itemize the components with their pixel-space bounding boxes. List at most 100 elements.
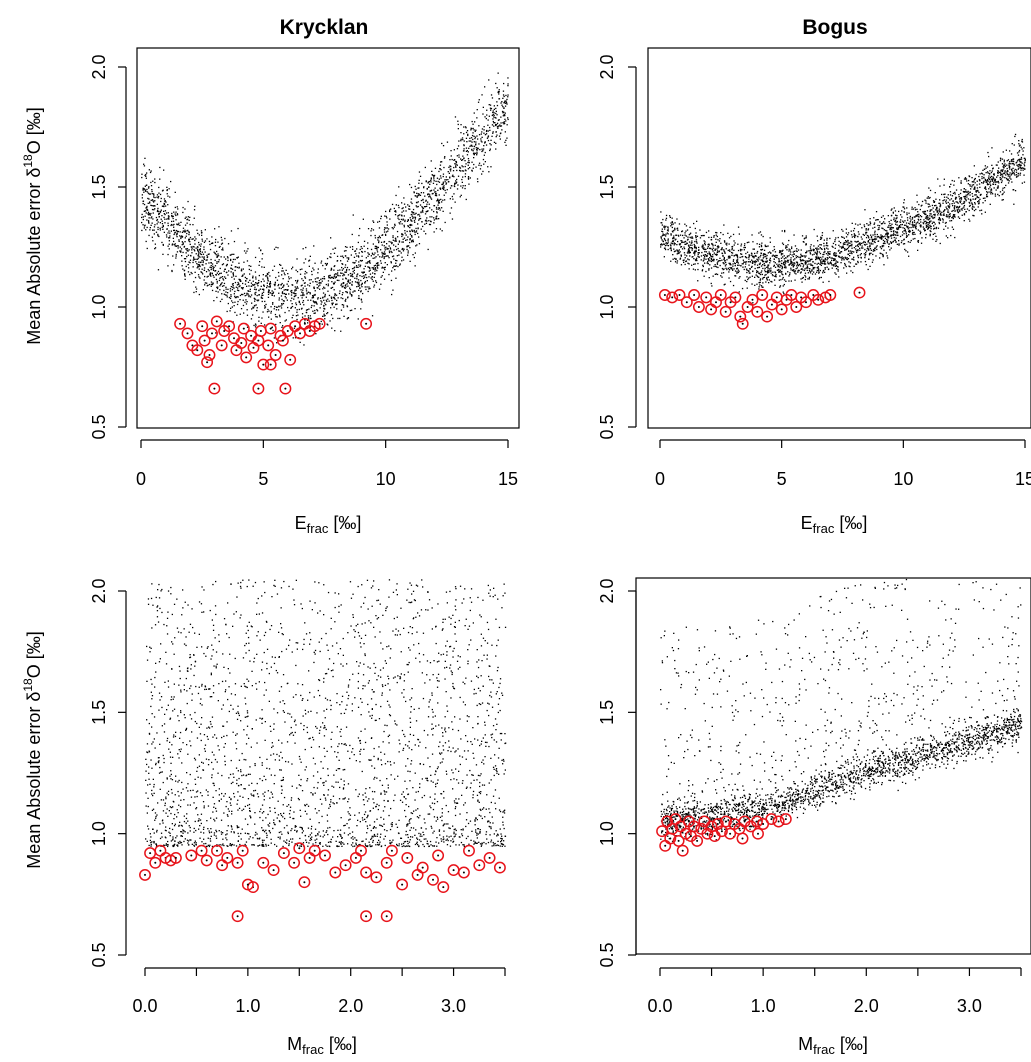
scatter-point: [495, 124, 497, 127]
scatter-point: [365, 257, 367, 259]
scatter-point: [297, 297, 299, 299]
scatter-point: [733, 262, 736, 264]
scatter-point: [783, 255, 785, 257]
scatter-point: [434, 167, 437, 169]
scatter-point: [423, 187, 425, 189]
scatter-point: [856, 251, 858, 254]
scatter-point: [438, 194, 440, 196]
scatter-point: [896, 217, 898, 219]
scatter-point: [414, 231, 416, 233]
scatter-point: [142, 189, 144, 191]
scatter-point: [340, 330, 342, 332]
scatter-point: [402, 218, 404, 220]
scatter-point: [257, 300, 259, 302]
scatter-point: [808, 260, 810, 262]
scatter-point: [890, 228, 893, 230]
scatter-point: [345, 250, 347, 252]
scatter-point: [407, 225, 409, 227]
scatter-point: [414, 221, 416, 223]
scatter-point: [834, 254, 836, 256]
scatter-point: [830, 262, 832, 264]
scatter-point: [284, 289, 287, 291]
scatter-point: [691, 236, 693, 238]
scatter-point: [687, 250, 689, 252]
scatter-point: [685, 260, 687, 263]
scatter-point: [703, 275, 705, 277]
scatter-point: [388, 250, 391, 252]
scatter-point: [746, 241, 748, 244]
scatter-point: [351, 294, 353, 296]
scatter-point: [946, 214, 948, 216]
scatter-point: [784, 263, 786, 265]
scatter-point: [168, 217, 170, 219]
scatter-point: [233, 278, 235, 280]
scatter-point: [393, 249, 395, 251]
scatter-point: [483, 145, 485, 147]
scatter-point: [845, 258, 848, 260]
scatter-point: [923, 219, 925, 221]
scatter-point: [955, 196, 957, 198]
scatter-point: [268, 290, 270, 292]
scatter-point: [255, 324, 257, 326]
scatter-point: [188, 231, 190, 233]
scatter-point: [793, 270, 795, 273]
scatter-point: [805, 276, 807, 278]
scatter-point: [881, 223, 883, 225]
scatter-point: [486, 137, 489, 139]
best-run-point: [294, 327, 306, 340]
scatter-point: [867, 241, 869, 243]
scatter-point: [976, 180, 978, 182]
scatter-point: [660, 236, 662, 238]
scatter-point: [744, 243, 746, 245]
scatter-point: [810, 258, 812, 261]
scatter-point: [332, 317, 334, 320]
scatter-point: [470, 140, 472, 142]
scatter-point: [158, 210, 160, 213]
scatter-point: [303, 262, 305, 264]
scatter-point: [886, 234, 889, 236]
scatter-point: [195, 238, 197, 240]
scatter-point: [269, 283, 271, 286]
scatter-point: [927, 224, 929, 226]
scatter-point: [238, 283, 240, 286]
scatter-point: [1002, 169, 1004, 171]
scatter-point: [473, 148, 475, 150]
scatter-point: [399, 263, 401, 265]
scatter-point: [371, 253, 374, 255]
scatter-point: [733, 268, 735, 270]
scatter-point: [385, 246, 387, 248]
scatter-point: [679, 257, 682, 259]
scatter-point: [808, 270, 811, 272]
scatter-point: [702, 254, 705, 256]
scatter-point: [895, 237, 897, 239]
scatter-point: [302, 248, 304, 250]
best-run-point: [281, 325, 294, 337]
scatter-point: [816, 263, 818, 265]
scatter-point: [826, 237, 828, 240]
scatter-point: [146, 207, 148, 209]
scatter-point: [779, 285, 782, 287]
scatter-point: [278, 306, 280, 308]
scatter-point: [230, 286, 232, 288]
scatter-point: [669, 247, 671, 250]
scatter-point: [961, 209, 963, 211]
scatter-point: [414, 216, 416, 218]
panel-krycklan-efrac: Krycklan 0.51.01.52.00 5 10 15 Efrac [‰] Me…: [21, 16, 520, 536]
scatter-point: [198, 268, 200, 270]
scatter-point: [875, 255, 877, 257]
scatter-point: [204, 229, 206, 231]
scatter-point: [166, 218, 168, 220]
scatter-point: [195, 253, 197, 255]
scatter-point: [859, 223, 861, 225]
scatter-point: [1007, 173, 1009, 175]
scatter-point: [240, 270, 243, 272]
scatter-point: [494, 116, 496, 119]
scatter-point: [990, 193, 992, 195]
scatter-point: [491, 97, 494, 99]
scatter-point: [679, 251, 681, 253]
scatter-point: [364, 274, 367, 276]
scatter-point: [361, 255, 363, 257]
scatter-point: [236, 296, 238, 298]
scatter-point: [235, 266, 237, 268]
scatter-point: [468, 147, 470, 149]
